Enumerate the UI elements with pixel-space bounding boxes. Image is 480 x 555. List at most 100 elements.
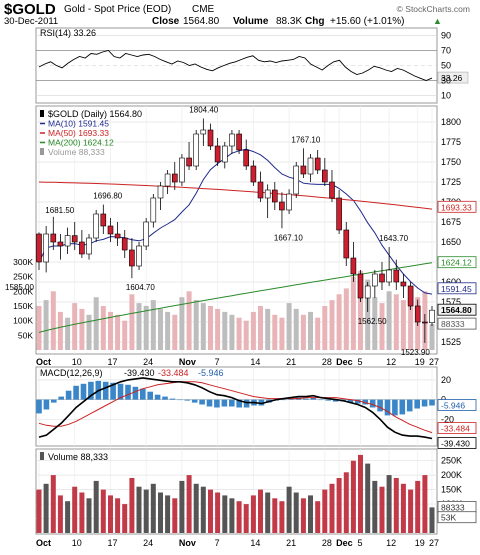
- volume-panel-bar: [236, 501, 242, 533]
- macd-histogram-bar: [221, 399, 228, 407]
- volume-x-label: Nov: [179, 538, 196, 548]
- candle-body: [136, 245, 142, 267]
- macd-value-tag-text: -39.430: [441, 439, 470, 449]
- ma200-line: [38, 262, 433, 333]
- candle-body: [200, 129, 207, 135]
- volume-x-label: 7: [215, 538, 220, 548]
- volume-panel-bar: [165, 495, 171, 533]
- price-tick-label: 1800: [441, 117, 461, 127]
- price-volume-bars: [36, 270, 435, 350]
- volume-bar: [86, 314, 92, 350]
- volume-bar: [150, 300, 156, 350]
- volume-bar: [322, 306, 328, 350]
- macd-value-2: -33.484: [158, 368, 189, 378]
- volume-label: Volume 88,333: [48, 452, 108, 462]
- price-x-label: 19: [415, 357, 425, 367]
- volume-bar: [208, 306, 213, 350]
- volume-bar: [243, 320, 249, 350]
- macd-plot: [36, 377, 435, 440]
- macd-histogram-bar: [125, 384, 131, 400]
- volume-panel-bar: [86, 498, 92, 533]
- volume-panel-bar: [422, 475, 428, 533]
- candle-body: [172, 173, 178, 183]
- price-annotation: 1585.00: [5, 283, 34, 292]
- volume-panel-bar: [358, 454, 363, 533]
- candle-body: [264, 189, 271, 199]
- volume-panel-bar: [365, 463, 371, 533]
- rsi-plot: 33.26: [38, 49, 469, 84]
- volume-bar: [200, 303, 206, 350]
- volume-bar: [258, 306, 263, 350]
- volume-panel-bar: [136, 486, 142, 533]
- volume-bar: [43, 300, 49, 350]
- volume-bar: [308, 311, 313, 350]
- macd-histogram-bar: [199, 399, 205, 405]
- macd-histogram-bar: [392, 399, 398, 416]
- volume-tick-label: 150K: [441, 485, 462, 495]
- price-annotation: 1696.80: [93, 192, 122, 201]
- candle-body: [164, 173, 171, 187]
- candle-body: [243, 149, 249, 167]
- candle-body: [143, 221, 149, 247]
- candle-body: [386, 269, 392, 283]
- volume-panel-bar: [372, 480, 378, 533]
- volume-bar: [272, 314, 278, 350]
- volume-x-label: 17: [107, 538, 117, 548]
- volume-bar: [72, 303, 78, 350]
- volume-bar: [179, 297, 185, 350]
- price-annotation: 1523.90: [401, 348, 430, 357]
- candles: [36, 118, 435, 343]
- volume-x-label: 5: [358, 538, 363, 548]
- macd-histogram-bar: [132, 386, 139, 400]
- price-annotation: 1604.70: [126, 283, 155, 292]
- macd-histogram-bar: [147, 391, 153, 400]
- volume-panel-bar: [108, 495, 113, 533]
- price-tick-label: 1725: [441, 177, 461, 187]
- candle-body: [321, 169, 328, 183]
- price-x-label: Oct: [36, 357, 51, 367]
- candle-body: [36, 233, 42, 263]
- volume-panel-bar: [408, 489, 414, 533]
- rsi-tick-label: 10: [441, 91, 451, 101]
- volume-tick-label: 250K: [441, 456, 462, 466]
- volume-panel-bar: [393, 478, 399, 533]
- candle-body: [314, 157, 321, 171]
- candle-body: [114, 233, 121, 239]
- macd-histogram-bar: [429, 399, 435, 406]
- candle-body: [236, 133, 242, 151]
- volume-panel-bar: [158, 492, 163, 533]
- volume-panel-bar: [179, 480, 185, 533]
- volume-panel-bar: [72, 486, 78, 533]
- macd-value-tag: [437, 399, 477, 411]
- volume-bar: [158, 308, 163, 350]
- volume-bar: [336, 294, 342, 350]
- rsi-tick-label: 30: [441, 76, 451, 86]
- macd-histogram-bar: [369, 399, 376, 408]
- volume-panel-bar: [286, 486, 292, 533]
- candle-body: [179, 157, 185, 183]
- macd-tick-label: -20: [441, 414, 454, 424]
- price-x-label: 14: [250, 357, 260, 367]
- candle-body: [286, 193, 292, 211]
- volume-bar: [365, 279, 371, 350]
- macd-histogram-bar: [43, 399, 50, 410]
- volume-bar: [57, 311, 63, 350]
- macd-histogram-bar: [421, 399, 428, 407]
- volume-x-label: Oct: [36, 538, 51, 548]
- ma50-line: [38, 181, 433, 210]
- macd-histogram-bar: [169, 398, 176, 400]
- price-x-label: 17: [107, 357, 117, 367]
- volume-panel-bar: [193, 483, 199, 533]
- candle-body: [100, 213, 107, 227]
- candle-body: [422, 321, 428, 324]
- macd-histogram-bar: [191, 399, 198, 403]
- price-tick-label: 1750: [441, 157, 461, 167]
- volume-tick-label: 50K: [18, 330, 33, 340]
- candle-body: [329, 181, 335, 199]
- macd-histogram-bar: [318, 399, 324, 401]
- volume-panel-bar: [150, 483, 156, 533]
- volume-bar: [186, 291, 192, 350]
- price-annotation: 1681.50: [45, 206, 74, 215]
- candle-body: [186, 157, 192, 167]
- volume-panel-bar: [115, 498, 121, 533]
